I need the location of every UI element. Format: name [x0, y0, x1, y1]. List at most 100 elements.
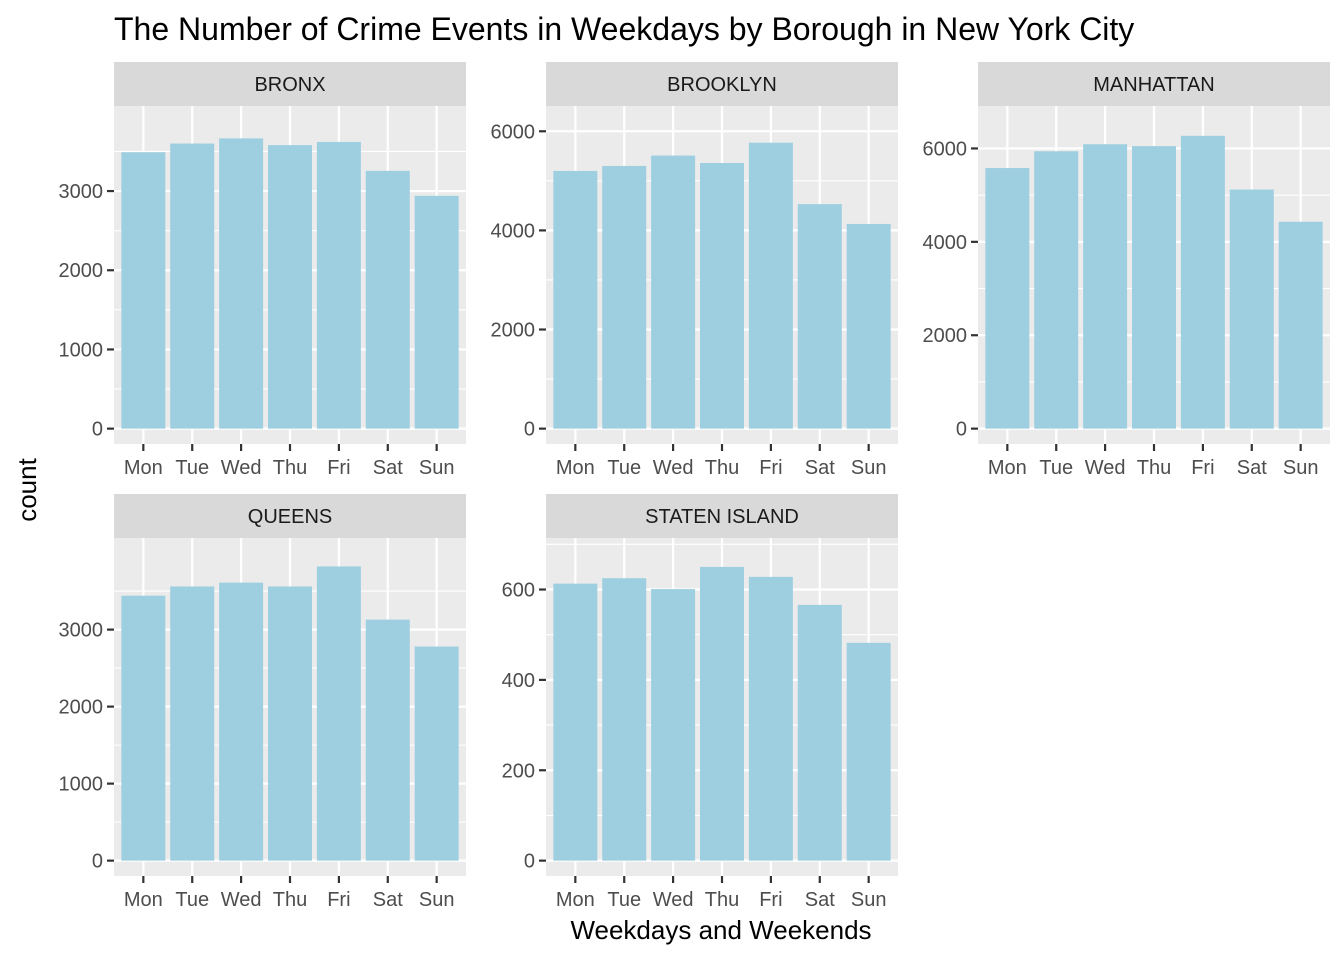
x-tick-label: Thu	[705, 889, 739, 911]
y-tick-label: 2000	[59, 697, 104, 719]
bar-sun	[414, 195, 459, 429]
x-tick-label: Sat	[805, 889, 835, 911]
facet-strip-label: MANHATTAN	[1093, 74, 1214, 96]
x-tick-label: Tue	[607, 457, 641, 479]
bar-thu	[268, 586, 312, 861]
y-tick-label: 200	[502, 760, 535, 782]
bar-thu	[1132, 146, 1176, 429]
x-tick-label: Sun	[419, 457, 455, 479]
x-tick-label: Tue	[1039, 457, 1073, 479]
x-tick-label: Fri	[327, 457, 350, 479]
x-tick-label: Fri	[1191, 457, 1214, 479]
bar-mon	[985, 168, 1030, 429]
y-tick-label: 4000	[923, 232, 968, 254]
y-tick-label: 4000	[491, 220, 536, 242]
facet-strip-label: STATEN ISLAND	[645, 506, 799, 528]
bar-mon	[553, 170, 598, 429]
x-tick-label: Wed	[653, 889, 694, 911]
facet-strip	[546, 494, 898, 538]
x-tick-label: Tue	[607, 889, 641, 911]
y-tick-label: 2000	[923, 325, 968, 347]
facet-panel-queens: QUEENS 0 1000 2000 3000 Mon Tue Wed Thu Fri Sat Sun	[59, 494, 466, 911]
y-axis-label: count	[12, 457, 42, 521]
x-tick-label: Tue	[175, 457, 209, 479]
facet-panel-manhattan: MANHATTAN 0 2000 4000 6000 Mon Tue Wed Thu Fri Sat…	[923, 62, 1330, 479]
x-tick-label: Mon	[988, 457, 1027, 479]
x-tick-label: Sun	[419, 889, 455, 911]
y-tick-label: 0	[92, 419, 103, 441]
bar-sat	[1229, 189, 1274, 429]
y-tick-label: 3000	[59, 620, 104, 642]
x-tick-label: Wed	[653, 457, 694, 479]
bar-wed	[219, 582, 264, 861]
x-tick-label: Fri	[759, 457, 782, 479]
bar-sun	[414, 646, 459, 861]
bar-mon	[553, 583, 598, 861]
bar-wed	[1083, 144, 1128, 429]
y-tick-label: 0	[92, 851, 103, 873]
bar-tue	[170, 143, 215, 429]
x-tick-label: Wed	[1085, 457, 1126, 479]
x-tick-label: Wed	[221, 457, 262, 479]
x-tick-label: Mon	[124, 889, 163, 911]
x-tick-label: Sun	[851, 457, 887, 479]
bar-tue	[602, 165, 647, 429]
facet-strip	[114, 494, 466, 538]
x-axis-label: Weekdays and Weekends	[570, 915, 871, 945]
facet-strip	[546, 62, 898, 106]
bar-tue	[1034, 151, 1079, 429]
y-tick-label: 0	[524, 851, 535, 873]
x-tick-label: Mon	[556, 457, 595, 479]
facet-panel-bronx: BRONX 0 1000 2000 3000 Mon Tue Wed Thu Fri Sat Sun	[59, 62, 466, 479]
x-tick-label: Mon	[124, 457, 163, 479]
x-tick-label: Mon	[556, 889, 595, 911]
bar-sat	[365, 170, 410, 429]
x-tick-label: Fri	[759, 889, 782, 911]
bar-fri	[748, 576, 793, 861]
x-tick-label: Sat	[373, 457, 403, 479]
facet-strip-label: BROOKLYN	[667, 74, 777, 96]
y-tick-label: 2000	[59, 260, 104, 282]
bar-sun	[846, 223, 891, 429]
y-tick-label: 2000	[491, 320, 536, 342]
bar-wed	[651, 155, 696, 429]
bar-tue	[602, 578, 647, 861]
x-tick-label: Sat	[805, 457, 835, 479]
bar-mon	[121, 595, 166, 861]
y-tick-label: 0	[956, 419, 967, 441]
facet-strip-label: BRONX	[254, 74, 325, 96]
x-tick-label: Thu	[273, 457, 307, 479]
bar-fri	[1180, 135, 1225, 429]
bar-wed	[219, 138, 264, 429]
bar-wed	[651, 589, 696, 861]
bar-tue	[170, 586, 215, 861]
y-tick-label: 3000	[59, 181, 104, 203]
x-tick-label: Sat	[1237, 457, 1267, 479]
x-tick-label: Thu	[1137, 457, 1171, 479]
chart-title: The Number of Crime Events in Weekdays b…	[114, 11, 1134, 47]
bar-sat	[797, 204, 842, 429]
y-tick-label: 400	[502, 670, 535, 692]
y-tick-label: 0	[524, 419, 535, 441]
x-tick-label: Thu	[705, 457, 739, 479]
facet-panel-staten-island: STATEN ISLAND 0 200 400 600 Mon Tue Wed Thu Fri Sa…	[502, 494, 898, 911]
x-tick-label: Sat	[373, 889, 403, 911]
x-tick-label: Wed	[221, 889, 262, 911]
bar-sat	[797, 604, 842, 861]
x-tick-label: Fri	[327, 889, 350, 911]
x-tick-label: Tue	[175, 889, 209, 911]
bar-fri	[316, 566, 361, 861]
facet-strip-label: QUEENS	[248, 506, 332, 528]
facet-strip	[114, 62, 466, 106]
bar-sun	[1278, 221, 1323, 429]
facet-strip	[978, 62, 1330, 106]
x-tick-label: Thu	[273, 889, 307, 911]
y-tick-label: 1000	[59, 339, 104, 361]
bar-sun	[846, 642, 891, 861]
y-tick-label: 600	[502, 580, 535, 602]
x-tick-label: Sun	[1283, 457, 1319, 479]
bar-thu	[700, 566, 744, 861]
y-tick-label: 1000	[59, 774, 104, 796]
